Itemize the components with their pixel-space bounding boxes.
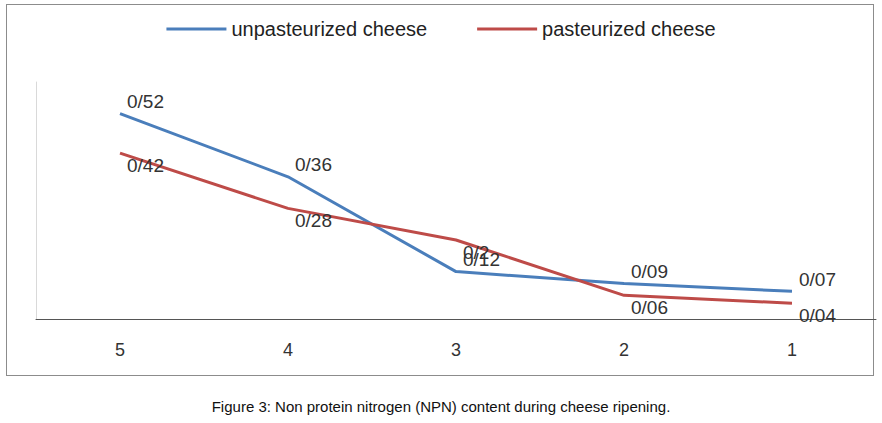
svg-text:unpasteurized cheese: unpasteurized cheese xyxy=(231,18,427,40)
svg-text:4: 4 xyxy=(283,340,293,360)
svg-text:0/2: 0/2 xyxy=(463,242,489,263)
svg-text:5: 5 xyxy=(115,340,125,360)
svg-text:0/07: 0/07 xyxy=(799,269,836,290)
svg-text:1: 1 xyxy=(787,340,797,360)
svg-text:0/09: 0/09 xyxy=(631,261,668,282)
html-text:Figure 3: Non protein nitrogen: Figure 3: Non protein nitrogen (NPN) con… xyxy=(211,398,671,415)
svg-text:pasteurized cheese: pasteurized cheese xyxy=(542,18,715,40)
svg-text:3: 3 xyxy=(451,340,461,360)
svg-text:0/04: 0/04 xyxy=(799,305,836,326)
svg-text:0/36: 0/36 xyxy=(295,154,332,175)
svg-text:0/28: 0/28 xyxy=(295,210,332,231)
svg-text:2: 2 xyxy=(619,340,629,360)
svg-text:0/52: 0/52 xyxy=(127,91,164,112)
svg-text:0/42: 0/42 xyxy=(127,155,164,176)
svg-text:0/06: 0/06 xyxy=(631,297,668,318)
